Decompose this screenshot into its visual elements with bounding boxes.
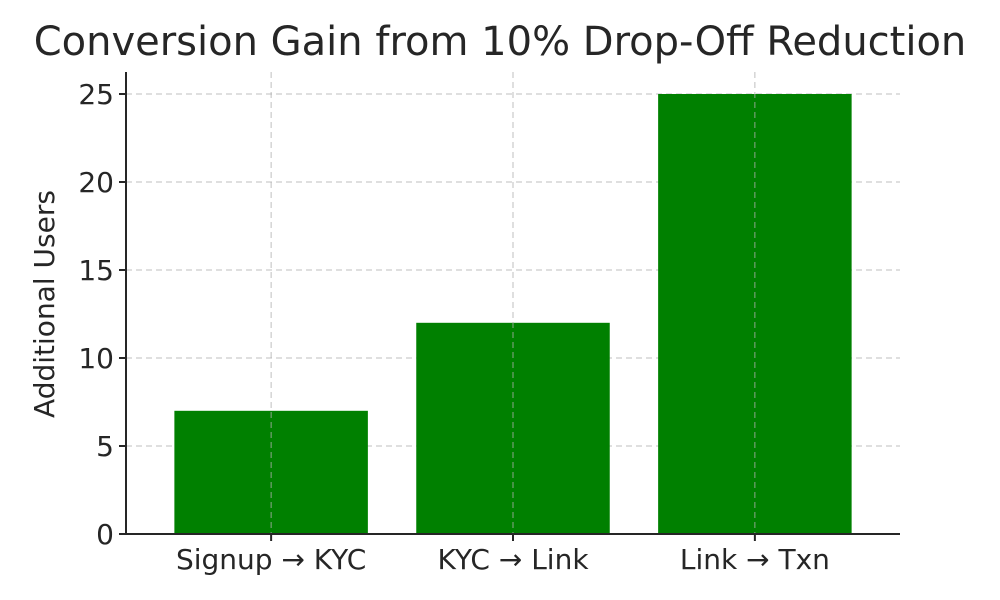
x-tick-label: Signup → KYC (176, 543, 366, 576)
ticks: 0 5 10 15 20 25 Signup → KYC KYC → Link Link → T… (78, 78, 830, 576)
x-tick-label: KYC → Link (437, 543, 589, 576)
y-tick-label: 15 (78, 254, 114, 287)
x-tick-label: Link → Txn (680, 543, 830, 576)
y-axis-label: Additional Users (28, 190, 61, 418)
y-tick-label: 0 (96, 518, 114, 551)
y-tick-label: 10 (78, 342, 114, 375)
y-tick-label: 20 (78, 166, 114, 199)
chart-title: Conversion Gain from 10% Drop-Off Reduct… (34, 19, 967, 65)
y-tick-label: 5 (96, 430, 114, 463)
y-tick-label: 25 (78, 78, 114, 111)
axes (125, 72, 900, 535)
